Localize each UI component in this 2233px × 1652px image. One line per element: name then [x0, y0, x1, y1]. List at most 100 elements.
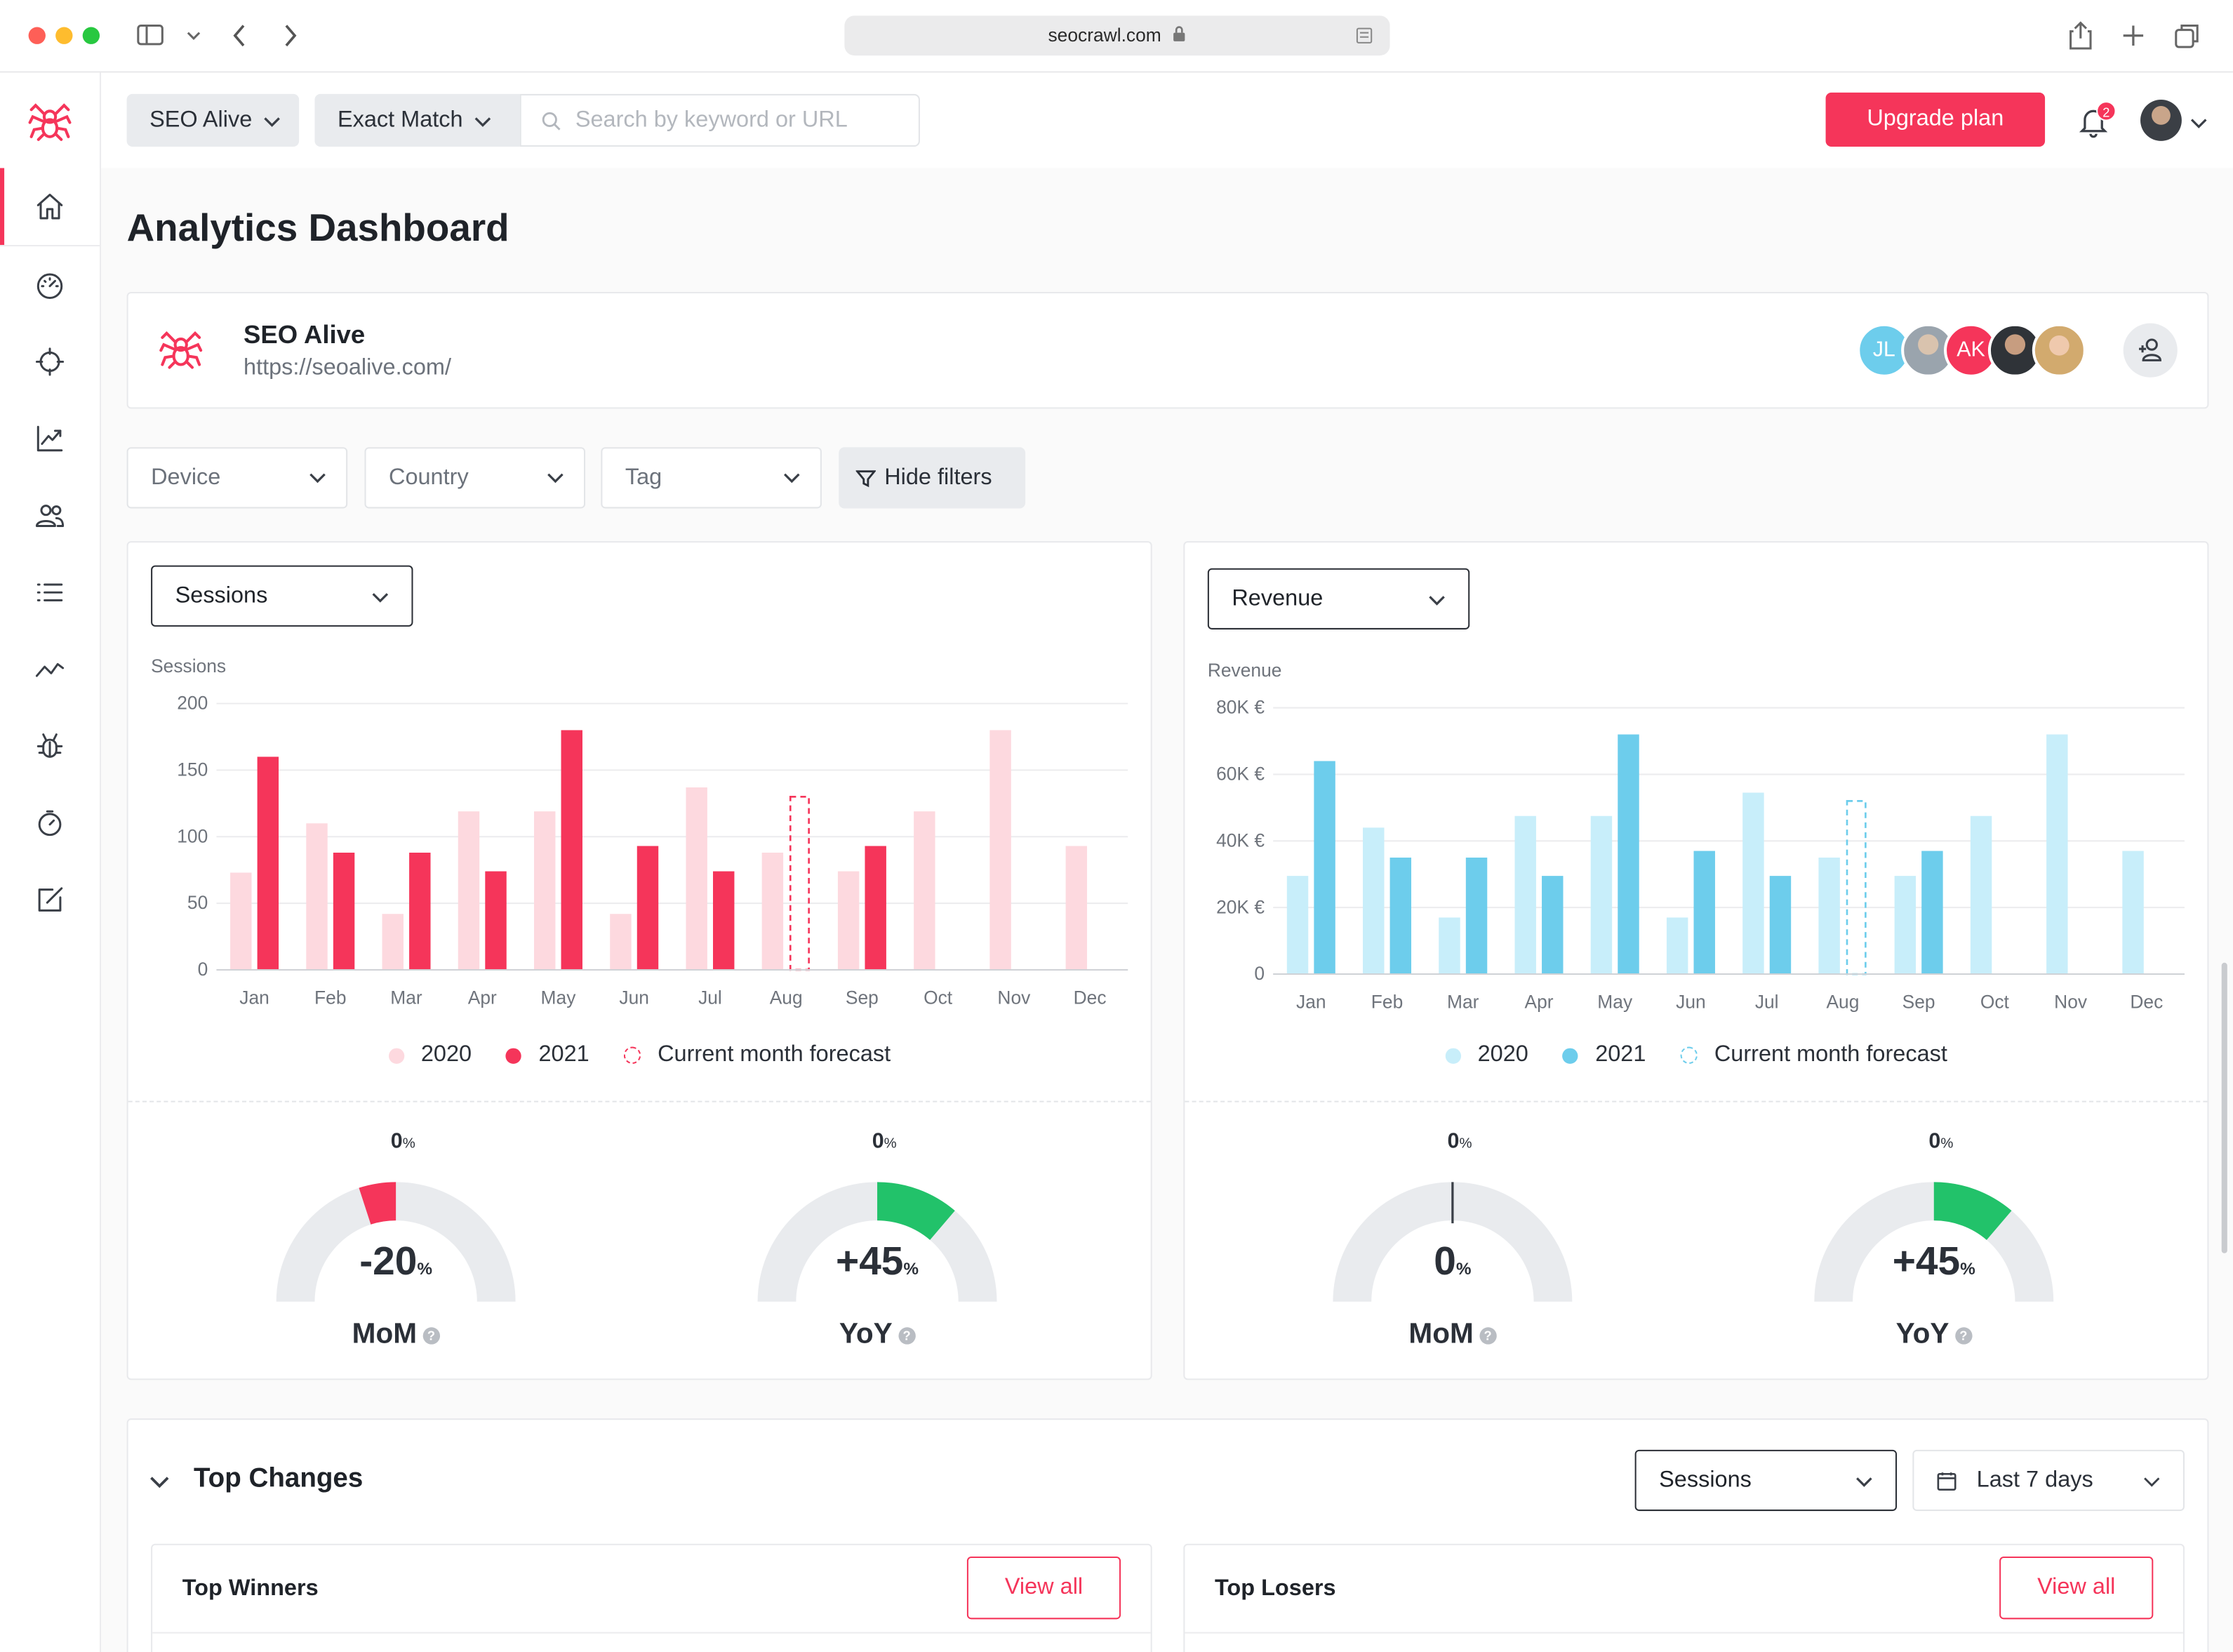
sessions-bar-forecast-aug[interactable] — [789, 795, 810, 971]
help-icon[interactable]: ? — [898, 1326, 916, 1345]
view-all-winners-button[interactable]: View all — [966, 1557, 1121, 1620]
sessions-bar-2020-may[interactable] — [533, 811, 556, 970]
sidebar-item-performance[interactable] — [0, 246, 100, 324]
sessions-metric-dropdown[interactable]: Sessions — [151, 565, 413, 627]
sidebar-toggle-icon[interactable] — [137, 22, 166, 48]
chevron-down-icon — [547, 473, 564, 484]
sessions-bar-2020-nov[interactable] — [989, 730, 1011, 970]
sessions-bar-2020-jul[interactable] — [686, 787, 707, 970]
revenue-bar-2021-feb[interactable] — [1389, 858, 1412, 975]
sidebar-item-lists[interactable] — [0, 554, 100, 631]
collapse-chevron-icon[interactable] — [149, 1471, 169, 1491]
revenue-bar-2021-jan[interactable] — [1314, 761, 1335, 975]
sessions-bar-2020-apr[interactable] — [458, 811, 480, 970]
back-arrow-icon[interactable] — [231, 22, 248, 48]
tabs-overview-icon[interactable] — [2175, 22, 2201, 48]
revenue-bar-2021-may[interactable] — [1618, 734, 1639, 975]
active-indicator — [0, 168, 5, 246]
sidebar-item-trends[interactable] — [0, 631, 100, 708]
sidebar-item-issues[interactable] — [0, 708, 100, 785]
revenue-bar-2020-oct[interactable] — [1970, 815, 1992, 975]
sessions-mom-gauge-track — [276, 1182, 516, 1302]
page-scrollbar[interactable] — [2221, 962, 2227, 1253]
sidebar-item-analytics[interactable] — [0, 400, 100, 477]
sessions-bar-2021-jun[interactable] — [636, 846, 659, 970]
sessions-bar-2020-dec[interactable] — [1065, 846, 1088, 970]
revenue-bar-2020-jan[interactable] — [1286, 876, 1309, 975]
match-type-dropdown[interactable]: Exact Match — [314, 93, 520, 147]
revenue-bar-2020-dec[interactable] — [2122, 851, 2144, 975]
revenue-bar-2020-jun[interactable] — [1666, 917, 1688, 975]
minimize-window-button[interactable] — [55, 27, 73, 44]
sessions-bar-2021-may[interactable] — [561, 730, 582, 970]
hide-filters-button[interactable]: Hide filters — [839, 447, 1026, 509]
revenue-bar-2020-feb[interactable] — [1363, 827, 1385, 975]
sidebar-item-home[interactable] — [0, 168, 100, 245]
sessions-bar-2020-jun[interactable] — [610, 914, 632, 970]
chevron-down-icon[interactable] — [187, 29, 201, 43]
add-member-button[interactable] — [2123, 323, 2178, 378]
user-avatar[interactable] — [2140, 100, 2182, 141]
new-tab-icon[interactable] — [2122, 24, 2145, 46]
project-dropdown[interactable]: SEO Alive — [126, 93, 300, 147]
sessions-bar-2021-feb[interactable] — [333, 852, 355, 970]
sessions-bar-2021-apr[interactable] — [485, 871, 507, 970]
revenue-bar-2021-jul[interactable] — [1769, 876, 1792, 975]
revenue-bar-2020-aug[interactable] — [1818, 858, 1840, 975]
sessions-bar-2020-mar[interactable] — [382, 914, 404, 970]
close-window-button[interactable] — [28, 27, 46, 44]
bell-icon[interactable] — [2077, 104, 2111, 138]
device-filter-label: Device — [151, 465, 221, 490]
date-range-dropdown[interactable]: Last 7 days — [1912, 1449, 2185, 1512]
sidebar-item-users[interactable] — [0, 477, 100, 554]
revenue-bar-2020-jul[interactable] — [1742, 792, 1764, 975]
revenue-bar-2021-jun[interactable] — [1693, 851, 1715, 975]
revenue-bar-2021-mar[interactable] — [1465, 858, 1488, 975]
country-filter[interactable]: Country — [364, 447, 586, 509]
sessions-bar-2020-sep[interactable] — [837, 871, 860, 970]
help-icon[interactable]: ? — [1479, 1326, 1497, 1345]
sessions-bar-2021-jan[interactable] — [257, 757, 279, 970]
revenue-bar-forecast-aug[interactable] — [1846, 800, 1867, 975]
project-url[interactable]: https://seoalive.com/ — [244, 356, 451, 380]
revenue-bar-2020-apr[interactable] — [1514, 815, 1536, 975]
revenue-bar-2020-sep[interactable] — [1894, 876, 1917, 975]
revenue-bar-2020-may[interactable] — [1590, 815, 1613, 975]
tag-filter[interactable]: Tag — [601, 447, 822, 509]
view-all-losers-button[interactable]: View all — [1999, 1557, 2154, 1620]
sessions-bar-2020-oct[interactable] — [914, 811, 935, 970]
share-icon[interactable] — [2068, 20, 2094, 51]
sessions-bar-2020-aug[interactable] — [761, 852, 784, 970]
chart-line-icon — [36, 425, 63, 452]
revenue-bar-2021-apr[interactable] — [1542, 876, 1564, 975]
search-input[interactable]: Search by keyword or URL — [519, 93, 920, 147]
revenue-bar-2021-sep[interactable] — [1921, 851, 1943, 975]
help-icon[interactable]: ? — [422, 1326, 440, 1345]
sidebar-item-reports[interactable] — [0, 862, 100, 939]
chevron-down-icon[interactable] — [2190, 114, 2207, 131]
revenue-metric-dropdown[interactable]: Revenue — [1207, 568, 1470, 630]
help-icon[interactable]: ? — [1954, 1326, 1972, 1345]
sidebar-item-history[interactable] — [0, 785, 100, 862]
sessions-bar-2020-jan[interactable] — [230, 872, 252, 970]
revenue-bar-2020-mar[interactable] — [1439, 917, 1460, 975]
app-logo[interactable] — [0, 72, 100, 168]
forward-arrow-icon[interactable] — [282, 22, 299, 48]
sessions-bar-2020-feb[interactable] — [306, 823, 328, 970]
reader-icon[interactable] — [1356, 27, 1373, 44]
trend-icon — [35, 662, 65, 677]
sessions-bar-2021-sep[interactable] — [865, 846, 886, 970]
sessions-bar-2021-jul[interactable] — [713, 871, 735, 970]
sessions-mom-gauge-negative-arc — [359, 1182, 396, 1225]
divider — [152, 1632, 1151, 1634]
upgrade-plan-button[interactable]: Upgrade plan — [1825, 92, 2046, 147]
url-bar[interactable]: seocrawl.com — [844, 15, 1390, 56]
device-filter[interactable]: Device — [126, 447, 348, 509]
revenue-bar-chart: Revenue 0 20K € 40K € 60K € 80K € Jan Feb Mar Apr… — [1208, 660, 2185, 1013]
top-changes-metric-dropdown[interactable]: Sessions — [1634, 1449, 1898, 1512]
sidebar-item-tracking[interactable] — [0, 324, 100, 401]
team-avatar-photo[interactable] — [2032, 323, 2086, 378]
revenue-bar-2020-nov[interactable] — [2046, 734, 2068, 975]
maximize-window-button[interactable] — [82, 27, 100, 44]
sessions-bar-2021-mar[interactable] — [409, 852, 431, 970]
